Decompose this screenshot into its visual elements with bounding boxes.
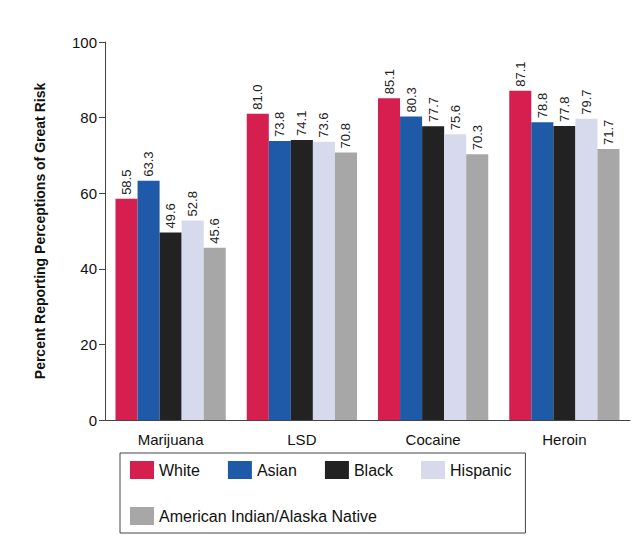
- svg-text:70.3: 70.3: [470, 125, 485, 150]
- svg-text:Black: Black: [354, 462, 394, 479]
- svg-text:60: 60: [80, 185, 97, 202]
- svg-text:73.6: 73.6: [316, 112, 331, 137]
- svg-text:77.7: 77.7: [426, 97, 441, 122]
- svg-text:49.6: 49.6: [163, 203, 178, 228]
- svg-text:58.5: 58.5: [119, 170, 134, 195]
- svg-text:80: 80: [80, 109, 97, 126]
- svg-text:63.3: 63.3: [141, 151, 156, 176]
- svg-text:70.8: 70.8: [338, 123, 353, 148]
- svg-text:Asian: Asian: [257, 462, 297, 479]
- svg-text:52.8: 52.8: [185, 191, 200, 216]
- svg-text:79.7: 79.7: [579, 89, 594, 114]
- svg-text:73.8: 73.8: [272, 112, 287, 137]
- svg-text:80.3: 80.3: [404, 87, 419, 112]
- svg-text:LSD: LSD: [287, 431, 316, 448]
- svg-text:Cocaine: Cocaine: [406, 431, 461, 448]
- svg-text:85.1: 85.1: [382, 69, 397, 94]
- svg-text:Hispanic: Hispanic: [450, 462, 511, 479]
- svg-text:20: 20: [80, 336, 97, 353]
- svg-text:0: 0: [89, 412, 97, 429]
- svg-text:White: White: [159, 462, 200, 479]
- svg-text:74.1: 74.1: [294, 111, 309, 136]
- svg-text:Percent Reporting Perceptions: Percent Reporting Perceptions of Great R…: [32, 83, 48, 380]
- svg-text:75.6: 75.6: [448, 105, 463, 130]
- svg-text:77.8: 77.8: [557, 97, 572, 122]
- svg-text:40: 40: [80, 260, 97, 277]
- svg-text:100: 100: [72, 34, 97, 51]
- svg-text:81.0: 81.0: [250, 85, 265, 110]
- svg-text:87.1: 87.1: [513, 61, 528, 86]
- svg-text:American Indian/Alaska Native: American Indian/Alaska Native: [159, 508, 377, 525]
- svg-text:78.8: 78.8: [535, 93, 550, 118]
- svg-text:Heroin: Heroin: [542, 431, 586, 448]
- svg-text:45.6: 45.6: [207, 218, 222, 243]
- svg-text:71.7: 71.7: [601, 120, 616, 145]
- svg-text:Marijuana: Marijuana: [138, 431, 205, 448]
